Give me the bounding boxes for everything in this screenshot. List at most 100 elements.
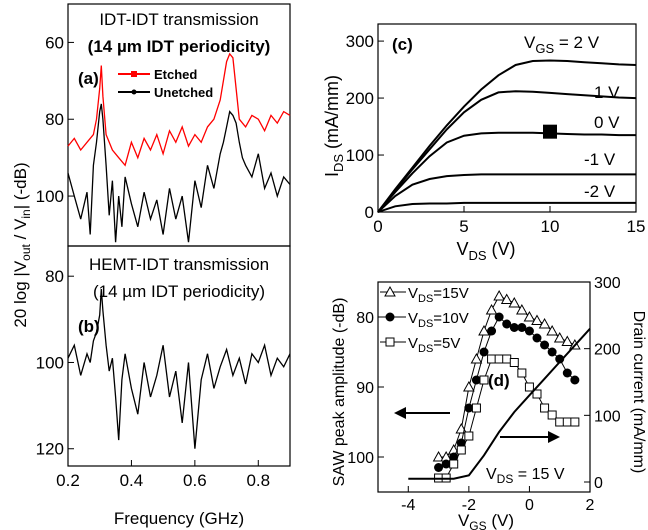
panel-d-ylabel-right: Drain current (mA/mm) [630,311,647,474]
panel-c-ytick-label: 200 [346,89,374,108]
panel-d-xtick-label: -2 [462,497,476,514]
panel-d-series-2-point [471,403,481,413]
panel-d-ticks: -4 -2 0 2 80 90 100 0 100 200 300 [347,275,621,514]
panel-d-legend-label: VDS=10V [408,310,469,330]
panel-c-ylabel: IDS (mA/mm) [322,75,346,177]
panel-d-legend-marker [384,285,396,297]
panel-b-xtick-label: 0.4 [120,471,144,490]
panel-d-legend-marker [385,337,395,347]
panel-d-series-0-point [508,296,521,308]
panel-d-series-1-point [464,403,474,413]
legend-etched-marker [131,71,137,77]
panel-b-header-line1: HEMT-IDT transmission [89,255,269,274]
iv-curve-2 [377,131,636,213]
iv-curve-1 [377,90,637,213]
panel-d-series-2-point [540,403,550,413]
panel-b-header-line2: (14 µm IDT periodicity) [93,282,265,301]
panel-d-series-0-point [531,314,543,325]
panel-d-series-2-point [532,389,542,399]
panel-d-series-2-point [517,368,527,378]
series-etched-line [67,52,291,167]
panel-c-xlabel: VDS (V) [456,239,515,263]
panel-d-legend: VDS=15V VDS=10V VDS=5V [380,285,469,355]
panel-d-series-2-point [479,375,489,385]
panel-b-ytick-label: 80 [45,267,64,286]
panel-b-xtick-label: 0.8 [246,471,270,490]
panel-d-series-0-point [493,289,505,301]
panel-b-ytick-label: 120 [36,440,64,459]
panel-c: 0 5 10 15 0 100 200 300 VGS = 2 V 1 V 0 V -1 V -2 V… [322,23,646,263]
panel-d-series-0-point [553,331,566,343]
panel-d-xlabel: VGS (V) [458,511,514,530]
panel-b-xlabel: Frequency (GHz) [114,509,244,528]
panel-d-series-2-point [456,445,466,455]
panel-c-ticks: 0 5 10 15 0 100 200 300 [346,32,646,236]
panel-b: 80 100 120 0.2 0.4 0.6 0.8 HEMT-IDT transmiss… [36,245,291,528]
panel-b-xtick-label: 0.2 [56,471,80,490]
iv-curve-0 [377,59,637,213]
panel-b-label: (b) [78,317,100,336]
panel-d-series-1-point [471,375,481,385]
panel-b-frame [67,245,291,467]
panel-d-series-1-point [532,333,542,343]
panel-d-legend-label: VDS=5V [408,335,460,355]
panel-d-series-1-point [487,326,497,336]
panel-a-plot [67,52,291,243]
panel-a-ytick-label: 60 [45,33,64,52]
panel-d-series-1-point [434,463,444,472]
panel-d-series-1-point [502,319,512,329]
panel-a-header-line2: (14 µm IDT periodicity) [88,37,271,56]
iv-curve-label-2: 0 V [594,113,620,132]
panel-b-xticks: 0.2 0.4 0.6 0.8 [56,460,270,490]
panel-d-series-1-point [441,459,451,469]
panel-d-ytick-label: 90 [356,380,374,397]
panel-c-curve-labels: VGS = 2 V 1 V 0 V -1 V -2 V [524,33,620,201]
panel-a-header-line1: IDT-IDT transmission [99,10,258,29]
panel-d-series-0-point [546,324,558,336]
panel-d-series-1-point [517,323,527,332]
panel-d-ylabel-left: SAW peak amplitude (-dB) [331,298,348,487]
iv-curve-3 [377,173,636,213]
panel-d-series-0-point [485,303,498,315]
iv-curve-label-3: -1 V [584,150,616,169]
panel-a-legend: Etched Unetched [118,67,213,100]
panel-a-ytick-label: 100 [36,187,64,206]
panel-d-series-2-point [464,431,474,441]
panel-c-xtick-label: 10 [541,217,560,236]
legend-unetched-label: Unetched [154,85,213,100]
panel-d-series-0-point [561,335,574,346]
operating-point-marker [543,124,557,139]
panel-d-series-0-point [516,303,528,315]
panel-c-frame [377,23,637,213]
panel-a-ytick-label: 80 [45,110,64,129]
panel-b-ytick-label: 100 [36,353,64,372]
panel-d-series-0-point [523,310,536,322]
panel-c-ytick-label: 0 [365,203,374,222]
panel-d-series-1-point [524,326,534,336]
panel-d-ytick2-label: 300 [594,275,621,292]
panel-d-series-3-line [408,328,591,480]
panel-b-xtick-label: 0.6 [183,471,207,490]
iv-curve-label-4: -2 V [584,182,616,201]
panel-d-series-0-point [470,352,483,364]
panel-d-series-1-point [547,347,557,357]
panel-d-series-1-point [509,323,519,332]
panel-d-legend-label: VDS=15V [408,285,469,305]
panel-d-annotation: VDS = 15 V [486,466,565,486]
panel-c-plot [377,59,637,213]
panel-d-ytick-label: 80 [356,310,374,327]
right-axis-arrowhead [548,431,560,443]
panel-d-plot [408,289,591,483]
panel-b-plot [67,289,291,449]
panel-c-xtick-label: 15 [627,217,646,236]
panel-d-series-2-point [487,354,497,364]
panel-d-series-1-point [540,340,550,350]
panel-d-arrows [394,407,560,443]
panel-d-series-2-point [494,354,504,364]
panel-d-series-2-point [555,417,565,427]
panel-d-legend-marker [385,312,395,322]
panel-d-series-0-point [538,317,551,329]
panel-a-label: (a) [78,69,99,88]
panel-d-xtick-label: -4 [401,497,415,514]
